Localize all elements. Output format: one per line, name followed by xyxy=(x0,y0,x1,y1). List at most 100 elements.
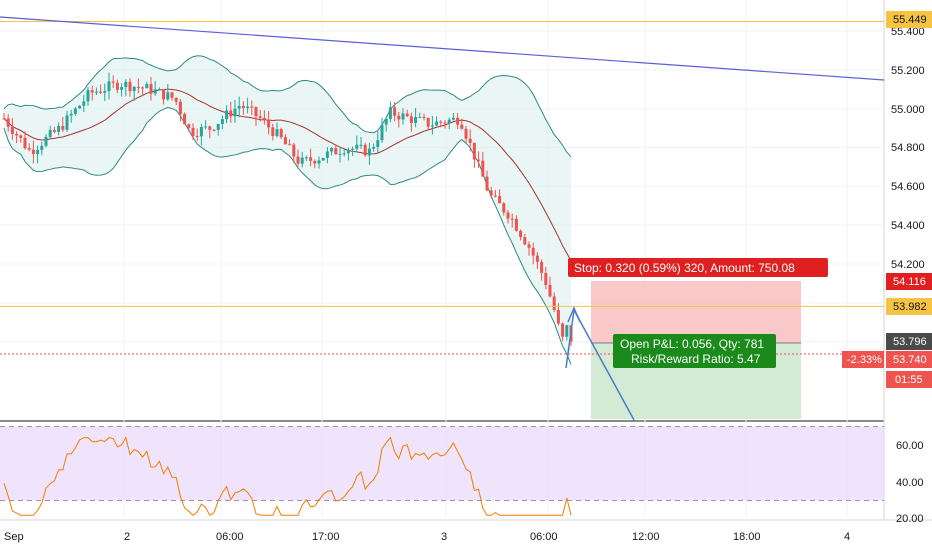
bollinger-upper xyxy=(3,55,572,158)
pnl-label[interactable]: Open P&L: 0.056, Qty: 781 Risk/Reward Ra… xyxy=(613,334,776,368)
svg-text:Open P&L: 0.056, Qty: 781: Open P&L: 0.056, Qty: 781 xyxy=(620,337,764,351)
svg-text:01:55: 01:55 xyxy=(895,374,923,386)
candle-body xyxy=(52,130,56,132)
candle-body xyxy=(103,91,107,93)
candle-body xyxy=(111,81,115,83)
time-tick: 17:00 xyxy=(312,531,340,543)
projection-path xyxy=(565,307,635,421)
candle-body xyxy=(73,108,77,114)
candle-body xyxy=(414,117,418,123)
candle-body xyxy=(82,101,86,106)
candle-body xyxy=(401,113,405,120)
candle-body xyxy=(136,86,140,88)
candle-body xyxy=(19,135,23,138)
candle-body xyxy=(556,309,560,324)
candle-body xyxy=(292,144,296,157)
candle-body xyxy=(451,117,455,120)
candle-body xyxy=(439,121,443,123)
price-label-entry: 53.796 xyxy=(886,333,932,350)
candle-body xyxy=(57,125,61,132)
candle-body xyxy=(187,124,191,128)
candle-body xyxy=(380,124,384,141)
candle-body xyxy=(544,272,548,286)
candle-body xyxy=(355,144,359,149)
candle-body xyxy=(405,113,409,117)
time-tick: 12:00 xyxy=(632,531,660,543)
candle-body xyxy=(552,296,556,310)
candle-body xyxy=(178,101,182,114)
candle-body xyxy=(241,105,245,109)
candle-body xyxy=(464,128,468,139)
candle-body xyxy=(220,119,224,124)
price-tick: 55.200 xyxy=(891,65,925,77)
candle-body xyxy=(44,136,48,146)
candle-body xyxy=(481,160,485,177)
svg-text:54.116: 54.116 xyxy=(893,276,926,288)
candle-body xyxy=(422,116,426,118)
candle-body xyxy=(254,107,258,117)
candle-body xyxy=(317,160,321,164)
candle-body xyxy=(296,156,300,164)
candle-body xyxy=(162,89,166,100)
candle-body xyxy=(120,87,124,90)
candle-body xyxy=(498,196,502,204)
candle-body xyxy=(23,137,27,149)
bollinger-lower xyxy=(3,106,572,365)
candle-body xyxy=(132,86,136,92)
candle-body xyxy=(170,92,174,98)
candle-body xyxy=(69,113,73,116)
candle-body xyxy=(477,159,481,161)
candle-body xyxy=(267,119,271,128)
candle-body xyxy=(208,126,212,130)
time-tick: 06:00 xyxy=(530,531,558,543)
candle-body xyxy=(359,144,363,146)
time-tick: 4 xyxy=(844,531,850,543)
rsi-axis[interactable]: 60.00 40.00 20.00 xyxy=(896,440,924,525)
candle-body xyxy=(250,106,254,108)
candle-body xyxy=(6,118,10,127)
candle-body xyxy=(514,218,518,231)
candle-body xyxy=(216,123,220,130)
price-axis[interactable]: 55.400 55.200 55.000 54.800 54.600 54.40… xyxy=(891,26,925,271)
candle-body xyxy=(204,126,208,128)
candle-body xyxy=(61,125,65,130)
bollinger-fill-area xyxy=(4,55,571,365)
candle-body xyxy=(388,107,392,119)
candle-body xyxy=(334,148,338,155)
rsi-line xyxy=(3,436,572,517)
candle-body xyxy=(456,117,460,125)
svg-text:53.982: 53.982 xyxy=(893,301,927,313)
candle-body xyxy=(321,157,325,161)
candle-body xyxy=(229,110,233,117)
candle-body xyxy=(460,124,464,129)
time-tick: 18:00 xyxy=(733,531,761,543)
candle-body xyxy=(262,117,266,120)
candle-body xyxy=(78,105,82,109)
candle-body xyxy=(351,148,355,150)
candle-body xyxy=(166,92,170,100)
svg-text:53.740: 53.740 xyxy=(893,354,927,366)
indicator-lines xyxy=(3,55,572,517)
candle-body xyxy=(107,81,111,92)
rsi-band-fill xyxy=(0,426,884,501)
time-axis[interactable]: Sep 2 06:00 17:00 3 06:00 12:00 18:00 4 xyxy=(4,531,850,543)
time-tick: 06:00 xyxy=(216,531,244,543)
candle-body xyxy=(300,157,304,164)
svg-text:Risk/Reward Ratio: 5.47: Risk/Reward Ratio: 5.47 xyxy=(631,352,761,366)
candle-body xyxy=(502,203,506,213)
candle-body xyxy=(36,149,40,154)
candle-body xyxy=(519,230,523,238)
time-tick: 2 xyxy=(124,531,130,543)
candle-body xyxy=(233,108,237,117)
candle-body xyxy=(149,84,153,94)
candle-body xyxy=(258,116,262,118)
candle-body xyxy=(27,148,31,150)
svg-text:Stop: 0.320 (0.59%) 320, Amoun: Stop: 0.320 (0.59%) 320, Amount: 750.08 xyxy=(574,261,795,275)
current-price-change: -2.33% xyxy=(842,351,884,368)
candle-body xyxy=(313,160,317,164)
projection-arrowhead xyxy=(567,306,581,323)
candle-body xyxy=(199,126,203,137)
stop-label[interactable]: Stop: 0.320 (0.59%) 320, Amount: 750.08 xyxy=(568,258,828,277)
candle-body xyxy=(527,244,531,248)
